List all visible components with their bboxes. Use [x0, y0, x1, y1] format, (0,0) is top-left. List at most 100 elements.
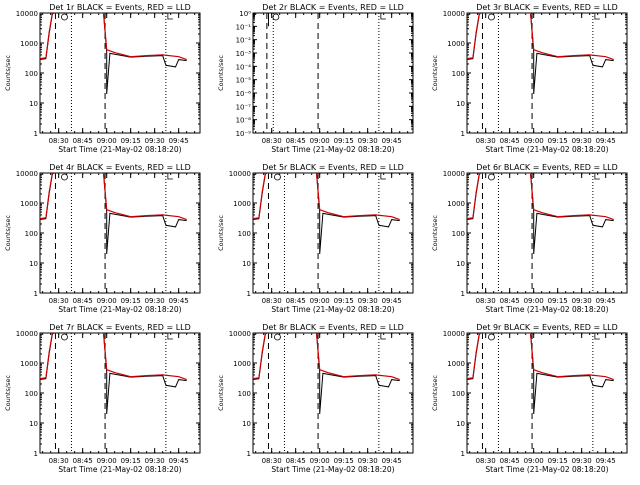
y-tick-label: 10000 [16, 10, 38, 18]
bracket-marker [167, 173, 173, 180]
panel-title: Det 4r BLACK = Events, RED = LLD [49, 163, 191, 172]
circle-marker [274, 333, 281, 341]
x-tick-label: 08:45 [500, 457, 520, 465]
plot-frame [466, 12, 628, 134]
x-axis-label: Start Time (21-May-02 08:18:20) [485, 305, 608, 314]
x-axis-label: Start Time (21-May-02 08:18:20) [271, 465, 394, 474]
y-axis-label: Counts/sec [217, 55, 225, 91]
y-tick-label: 1 [461, 450, 465, 458]
y-tick-label: 10⁻⁴ [236, 63, 252, 71]
x-axis-label: Start Time (21-May-02 08:18:20) [271, 145, 394, 154]
x-tick-label: 09:15 [121, 137, 141, 145]
y-tick-label: 10⁻⁶ [236, 90, 252, 98]
x-tick-label: 09:00 [310, 457, 330, 465]
plot-frame [466, 172, 628, 294]
bracket-marker [167, 13, 173, 20]
series-line-events [467, 173, 614, 255]
y-tick-label: 10⁻³ [236, 50, 252, 58]
x-tick-label: 08:30 [262, 457, 282, 465]
panel-title: Det 8r BLACK = Events, RED = LLD [262, 323, 404, 332]
y-tick-label: 100 [25, 70, 38, 78]
x-tick-label: 09:30 [358, 297, 378, 305]
panel-5: Det 5r BLACK = Events, RED = LLD 1 10 100 10… [217, 163, 414, 314]
x-tick-label: 09:30 [572, 297, 592, 305]
x-tick-label: 09:30 [145, 297, 165, 305]
x-tick-label: 09:15 [334, 137, 354, 145]
y-tick-label: 1 [34, 130, 38, 138]
y-tick-label: 100 [238, 230, 251, 238]
x-tick-label: 08:45 [500, 297, 520, 305]
series-line-events [467, 333, 614, 415]
y-tick-label: 10000 [16, 330, 38, 338]
y-tick-label: 10 [29, 100, 38, 108]
series-group [253, 173, 400, 255]
y-tick-label: 10000 [16, 170, 38, 178]
x-tick-label: 09:30 [572, 137, 592, 145]
series-line-events [253, 333, 400, 415]
x-tick-label: 09:45 [382, 137, 402, 145]
y-tick-label: 1000 [233, 360, 251, 368]
bracket-marker [594, 13, 600, 20]
y-tick-label: 100 [25, 390, 38, 398]
y-tick-label: 1000 [447, 360, 465, 368]
panel-1: Det 1r BLACK = Events, RED = LLD 1 10 100 10… [4, 3, 201, 154]
y-axis-label: Counts/sec [4, 55, 12, 91]
plot-frame [39, 12, 201, 134]
circle-marker [61, 13, 68, 21]
series-line-events [40, 13, 187, 95]
series-group [40, 333, 187, 415]
x-tick-label: 09:15 [121, 457, 141, 465]
circle-marker [488, 13, 495, 21]
x-tick-label: 09:45 [596, 297, 616, 305]
x-tick-label: 08:30 [49, 137, 69, 145]
plot-frame [466, 332, 628, 454]
x-tick-label: 09:30 [145, 457, 165, 465]
circle-marker [61, 173, 68, 181]
x-tick-label: 09:45 [382, 297, 402, 305]
x-tick-label: 09:15 [334, 297, 354, 305]
x-tick-label: 09:30 [358, 457, 378, 465]
series-line-events [40, 173, 187, 255]
x-tick-label: 08:45 [286, 297, 306, 305]
series-line-lld [40, 333, 187, 381]
x-tick-label: 09:15 [548, 297, 568, 305]
y-tick-label: 10 [242, 260, 251, 268]
y-tick-label: 10⁰ [239, 10, 251, 18]
series-line-lld [253, 333, 400, 381]
y-axis-label: Counts/sec [431, 55, 439, 91]
panel-3: Det 3r BLACK = Events, RED = LLD 1 10 100 10… [431, 3, 628, 154]
y-tick-label: 100 [452, 230, 465, 238]
y-axis-label: Counts/sec [217, 215, 225, 251]
y-tick-label: 1 [247, 450, 251, 458]
y-tick-label: 10 [456, 420, 465, 428]
y-tick-label: 100 [452, 70, 465, 78]
plot-frame [39, 332, 201, 454]
y-tick-label: 1000 [20, 360, 38, 368]
panel-title: Det 9r BLACK = Events, RED = LLD [476, 323, 618, 332]
bracket-marker [380, 173, 386, 180]
x-tick-label: 09:00 [524, 137, 544, 145]
y-tick-label: 10 [456, 260, 465, 268]
bracket-marker [594, 173, 600, 180]
x-tick-label: 09:15 [548, 457, 568, 465]
panel-6: Det 6r BLACK = Events, RED = LLD 1 10 100 10… [431, 163, 628, 314]
x-tick-label: 09:45 [382, 457, 402, 465]
y-tick-label: 1 [34, 450, 38, 458]
y-tick-label: 10000 [443, 170, 465, 178]
x-tick-label: 08:45 [73, 297, 93, 305]
panel-9: Det 9r BLACK = Events, RED = LLD 1 10 100 10… [431, 323, 628, 474]
x-tick-label: 09:45 [596, 137, 616, 145]
plot-frame [252, 12, 414, 134]
panel-8: Det 8r BLACK = Events, RED = LLD 1 10 100 10… [217, 323, 414, 474]
y-tick-label: 10000 [443, 10, 465, 18]
y-tick-label: 1 [461, 290, 465, 298]
x-axis-label: Start Time (21-May-02 08:18:20) [271, 305, 394, 314]
y-tick-label: 100 [238, 390, 251, 398]
circle-marker [61, 333, 68, 341]
y-tick-label: 10 [29, 420, 38, 428]
series-line-events [253, 173, 400, 255]
y-axis-label: Counts/sec [431, 215, 439, 251]
circle-marker [488, 173, 495, 181]
y-axis-label: Counts/sec [217, 375, 225, 411]
